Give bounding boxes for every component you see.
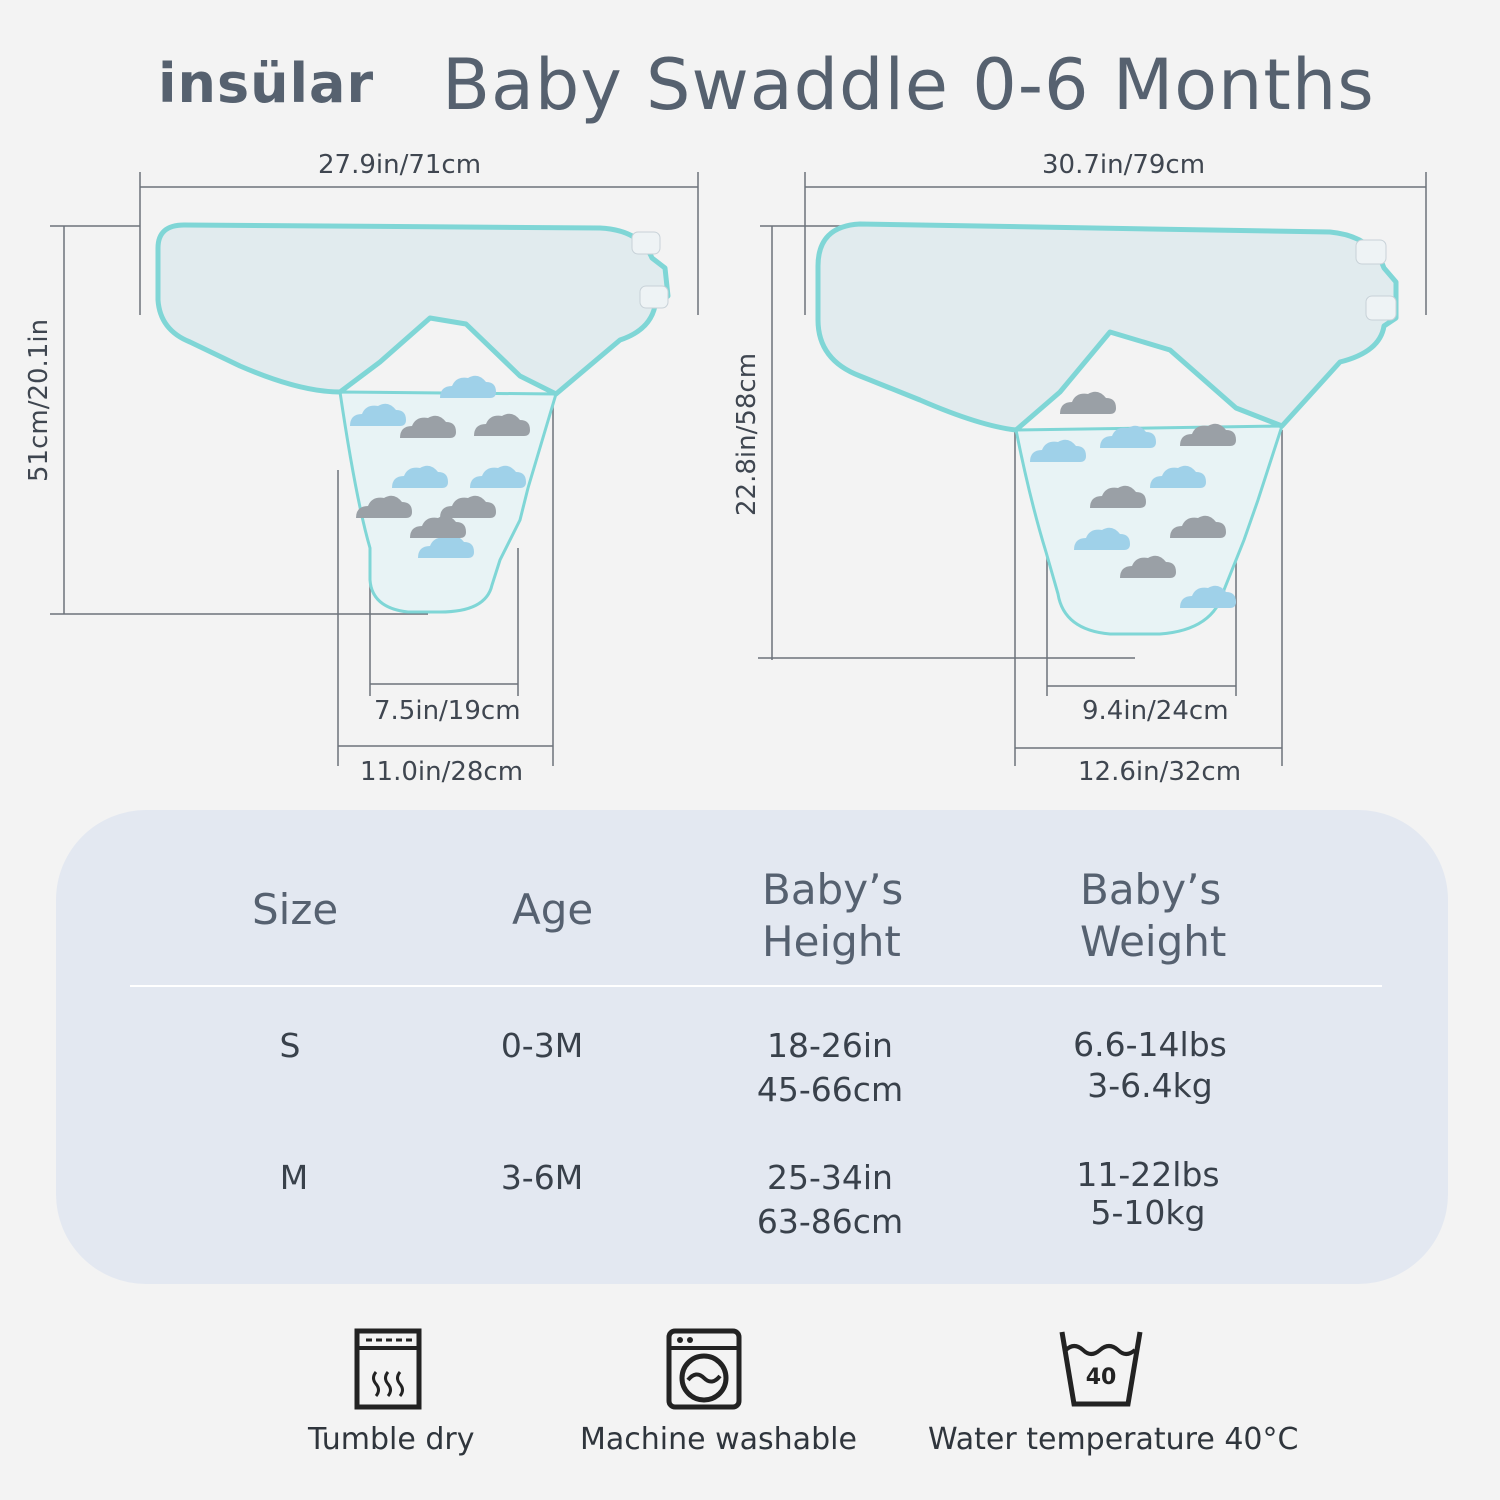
washing-machine-icon <box>666 1328 742 1410</box>
header-age: Age <box>512 885 594 934</box>
header-weight-line1: Baby’s <box>1080 865 1222 914</box>
medium-swaddle <box>815 221 1399 636</box>
header-height: Baby’s Height <box>762 864 903 968</box>
small-dimension-lines <box>50 172 699 766</box>
page-title: Baby Swaddle 0-6 Months <box>442 44 1375 126</box>
row-m-height-in: 25-34in <box>767 1158 893 1197</box>
small-width-label: 27.9in/71cm <box>318 150 482 180</box>
row-s-weight-lbs: 6.6-14lbs <box>1073 1025 1227 1064</box>
small-swaddle <box>155 222 671 614</box>
row-m-height-cm: 63-86cm <box>756 1202 904 1241</box>
tumble-dry-icon <box>354 1328 422 1410</box>
row-m-size: M <box>279 1158 309 1197</box>
table-divider <box>130 985 1382 987</box>
care-label-tumble-dry: Tumble dry <box>308 1422 475 1457</box>
small-bottom-inner-label: 7.5in/19cm <box>374 696 521 726</box>
medium-width-label: 30.7in/79cm <box>1042 150 1206 180</box>
row-s-height-in: 18-26in <box>767 1026 893 1065</box>
small-height-label: 51cm/20.1in <box>24 318 54 482</box>
header-height-line2: Height <box>762 917 901 966</box>
medium-bottom-outer-label: 12.6in/32cm <box>1078 757 1242 787</box>
wash-tub-number: 40 <box>1086 1365 1117 1390</box>
care-label-machine-washable: Machine washable <box>580 1422 857 1457</box>
row-s-weight: 6.6-14lbs 3-6.4kg <box>1050 1024 1250 1106</box>
size-chart-card <box>56 810 1448 1284</box>
medium-height-label: 22.8in/58cm <box>732 352 762 516</box>
swaddle-diagram <box>50 172 1427 766</box>
medium-bottom-inner-label: 9.4in/24cm <box>1082 696 1229 726</box>
row-s-size: S <box>279 1026 301 1065</box>
header-weight-line2: Weight <box>1080 917 1227 966</box>
header-size: Size <box>252 885 339 934</box>
wash-tub-icon: 40 <box>1059 1331 1143 1407</box>
care-label-water-temperature: Water temperature 40°C <box>928 1422 1299 1457</box>
medium-dimension-lines <box>758 172 1427 766</box>
header-height-line1: Baby’s <box>762 865 904 914</box>
row-s-height: 18-26in 45-66cm <box>740 1024 920 1112</box>
row-s-age: 0-3M <box>500 1026 584 1065</box>
row-m-height: 25-34in 63-86cm <box>740 1156 920 1244</box>
row-s-weight-kg: 3-6.4kg <box>1087 1066 1213 1105</box>
row-m-weight: 11-22lbs 5-10kg <box>1048 1156 1248 1232</box>
row-m-weight-kg: 5-10kg <box>1090 1193 1206 1232</box>
row-m-age: 3-6M <box>500 1158 584 1197</box>
row-s-height-cm: 45-66cm <box>756 1070 904 1109</box>
small-bottom-outer-label: 11.0in/28cm <box>360 757 524 787</box>
row-m-weight-lbs: 11-22lbs <box>1076 1155 1220 1194</box>
header-weight: Baby’s Weight <box>1080 864 1226 968</box>
brand-logo: insülar <box>158 52 375 115</box>
